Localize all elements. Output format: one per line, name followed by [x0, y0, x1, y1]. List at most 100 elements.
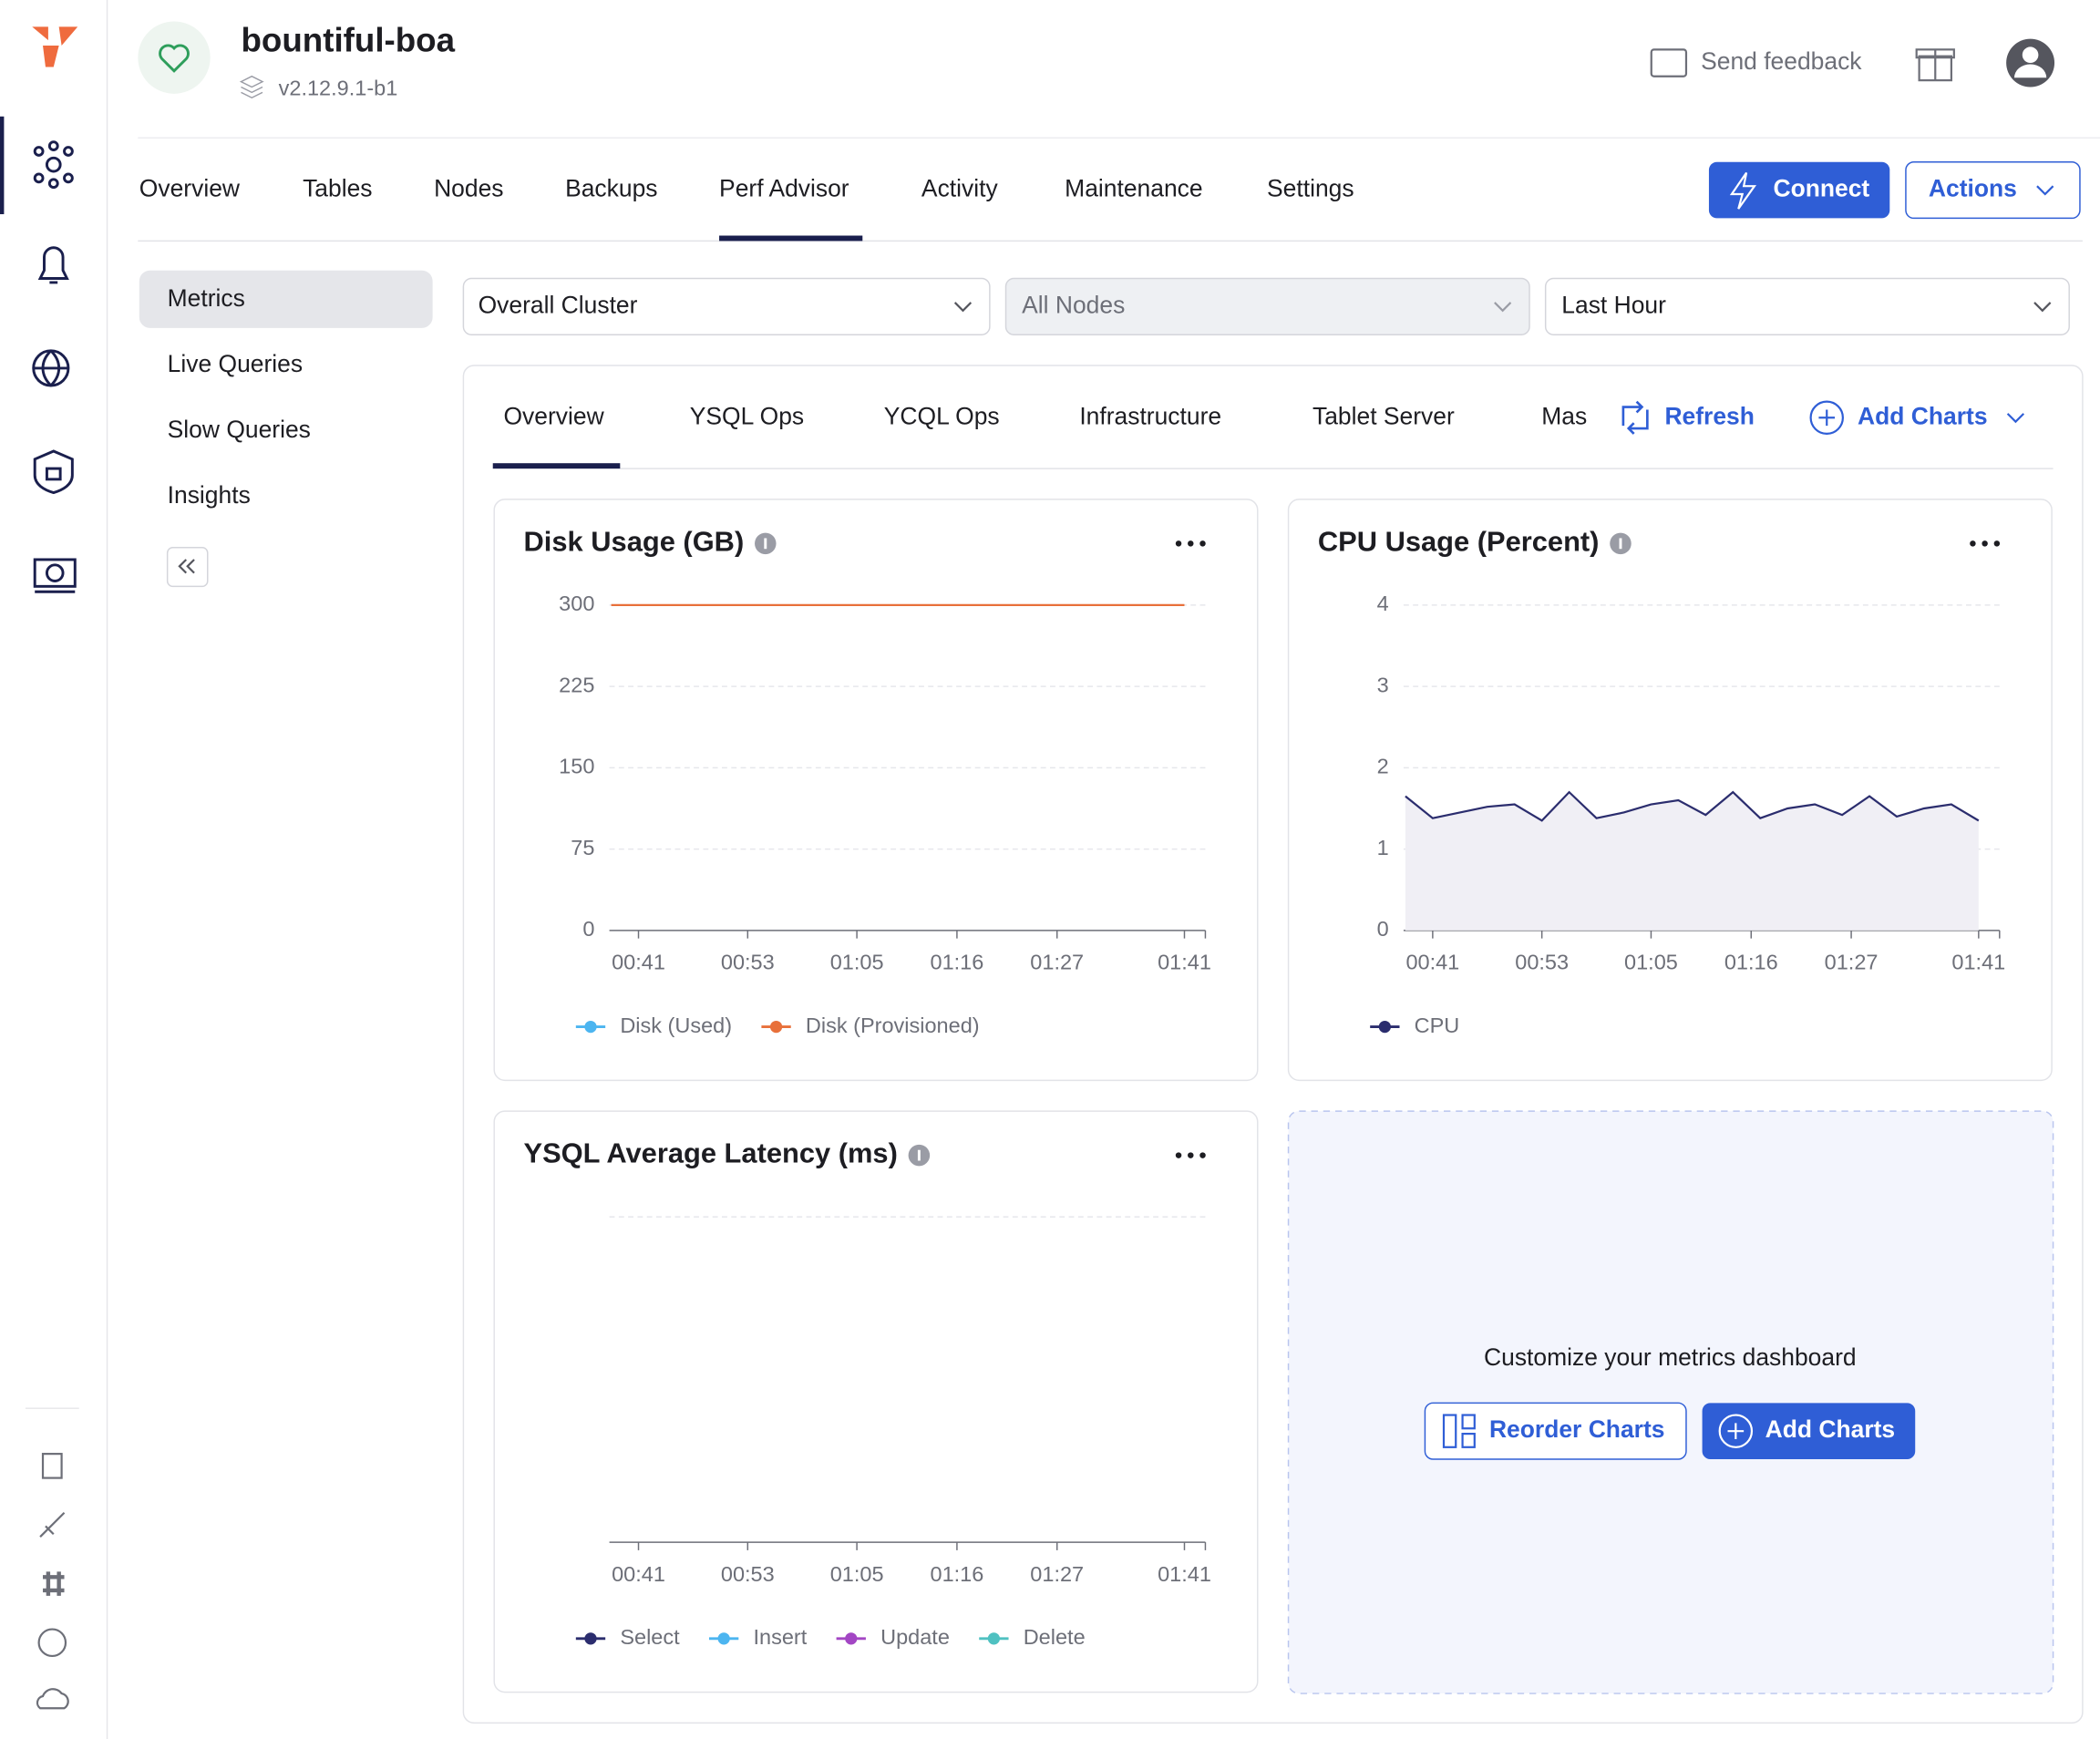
x-tick-label: 00:53 [721, 951, 775, 974]
menu-dot [1175, 1152, 1182, 1158]
menu-dot[interactable] [1188, 1152, 1194, 1158]
sidebar-item[interactable]: Live Queries [168, 350, 303, 377]
legend-label[interactable]: Select [620, 1625, 680, 1649]
tab[interactable]: Overview [139, 175, 241, 202]
legend-marker [769, 1020, 783, 1034]
legend-label[interactable]: Update [880, 1625, 950, 1649]
x-tick-label: 01:16 [1724, 951, 1778, 974]
universe-icon[interactable] [45, 156, 62, 173]
rail-active [0, 116, 5, 215]
version-icon [239, 75, 264, 99]
connect-button[interactable] [1708, 161, 1890, 219]
filter-select[interactable] [462, 277, 991, 335]
add-icon-plus [1818, 409, 1836, 427]
legend-label[interactable]: Delete [1024, 1625, 1086, 1649]
slack-icon[interactable] [43, 1571, 65, 1596]
status-badge [138, 21, 211, 94]
sidebar-item[interactable]: Metrics [168, 284, 245, 312]
tab[interactable]: Settings [1267, 175, 1354, 202]
cloud-icon[interactable] [36, 1688, 69, 1710]
help-icon[interactable] [37, 1628, 67, 1658]
x-tick-label: 00:41 [1405, 951, 1459, 974]
reorder-label: Reorder Charts [1489, 1415, 1665, 1443]
menu-dot[interactable] [1188, 540, 1194, 547]
reorder-icon [1442, 1414, 1476, 1448]
metric-tab[interactable]: Tablet Server [1312, 402, 1455, 429]
metric-tab[interactable]: YSQL Ops [690, 402, 804, 429]
chevron [1494, 302, 1512, 313]
legend-marker [987, 1632, 1000, 1645]
version: v2.12.9.1-b1 [279, 77, 398, 100]
billing-icon[interactable] [33, 558, 77, 588]
chart-title: CPU Usage (Percent) [1318, 526, 1600, 558]
tab[interactable]: Tables [303, 175, 372, 202]
x-tick-label: 01:41 [1158, 951, 1211, 974]
actions-button[interactable] [1905, 160, 2081, 220]
menu-dot [1993, 540, 2001, 547]
charts: Disk Usage (GB) 0 75 150 225 300 00:41 00:53 01:… [493, 499, 2053, 1693]
sidebar-item[interactable]: Insights [168, 481, 251, 509]
avatar-head [2022, 46, 2039, 64]
metric-tab[interactable]: YCQL Ops [884, 402, 1000, 429]
x-tick-label: 00:41 [612, 1562, 665, 1586]
filter-select[interactable] [1544, 277, 2070, 335]
legend-label[interactable]: Disk (Used) [620, 1014, 732, 1037]
legend-marker [717, 1632, 730, 1645]
actions-label: Actions [1929, 175, 2017, 202]
legend-label[interactable]: CPU [1415, 1014, 1460, 1037]
filter-value: All Nodes [1022, 291, 1125, 318]
api-icon[interactable] [39, 1511, 66, 1538]
docs-icon[interactable] [41, 1453, 63, 1479]
reorder-button[interactable] [1424, 1402, 1687, 1460]
metric-tab[interactable]: Infrastructure [1079, 402, 1221, 429]
add-icon-plus [1727, 1423, 1745, 1439]
feedback-icon[interactable] [1650, 48, 1688, 77]
legend-label[interactable]: Insert [753, 1625, 807, 1649]
tab[interactable]: Backups [565, 175, 657, 202]
metric-tab[interactable]: Overview [503, 402, 604, 429]
y-tick-label: 0 [582, 917, 594, 941]
left-rail [0, 0, 108, 1739]
menu-dot [1970, 540, 1976, 547]
add-charts[interactable]: Add Charts [1858, 402, 1988, 429]
rail-icons [32, 140, 77, 593]
chart-card [1287, 499, 2053, 1082]
refresh-icon[interactable] [1621, 400, 1649, 435]
customize-text: Customize your metrics dashboard [1484, 1343, 1857, 1371]
y-tick-label: 3 [1377, 673, 1389, 696]
refresh[interactable]: Refresh [1664, 402, 1754, 429]
add-charts-button[interactable] [1702, 1403, 1916, 1460]
legend-label[interactable]: Disk (Provisioned) [806, 1014, 980, 1037]
y-tick-label: 75 [571, 836, 594, 859]
x-tick-label: 01:05 [830, 951, 884, 974]
tab[interactable]: Maintenance [1065, 175, 1202, 202]
gift-icon[interactable] [1915, 48, 1955, 82]
tab[interactable]: Perf Advisor [719, 175, 849, 202]
info-icon-mark [917, 1149, 921, 1161]
series-line [1405, 790, 1980, 822]
metric-tab[interactable]: Mas [1541, 402, 1587, 429]
tab[interactable]: Activity [921, 175, 999, 202]
tab-underline [719, 235, 863, 242]
collapse-icon [178, 559, 195, 574]
avatar-body [2013, 64, 2047, 78]
sidebar-item[interactable]: Slow Queries [168, 416, 311, 443]
avatar[interactable] [2006, 38, 2055, 87]
connect-icon [1729, 171, 1757, 210]
logo[interactable] [32, 26, 78, 67]
legend-marker [584, 1632, 597, 1645]
y-tick-label: 300 [559, 592, 594, 615]
tab-fade [1588, 390, 1616, 445]
send-feedback[interactable]: Send feedback [1701, 47, 1862, 75]
tab[interactable]: Nodes [434, 175, 503, 202]
health-icon [159, 44, 190, 73]
menu-dot[interactable] [1982, 540, 1988, 547]
series-area [1405, 792, 1979, 931]
security-icon[interactable] [33, 449, 74, 495]
alerts-icon[interactable] [37, 246, 69, 284]
info-icon-mark [764, 538, 767, 550]
x-tick-label: 00:53 [721, 1562, 775, 1586]
add-icon[interactable] [1809, 400, 1844, 435]
